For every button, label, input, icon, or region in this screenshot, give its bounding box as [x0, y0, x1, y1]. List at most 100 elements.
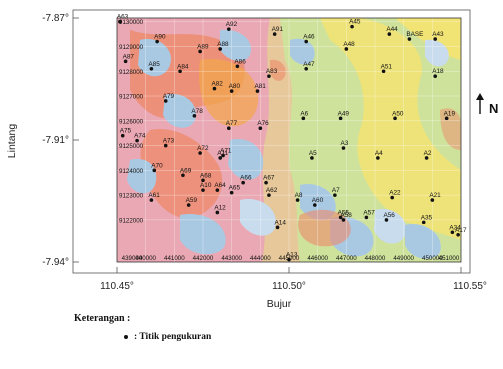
north-label: N	[489, 101, 498, 116]
lat-tick-2: -7.91°	[42, 135, 69, 146]
point-label: A13	[286, 252, 298, 259]
measurement-point	[181, 173, 185, 178]
point-label: A86	[234, 58, 246, 65]
easting-tick-label: 449000	[393, 255, 414, 262]
point-label: A8	[295, 192, 303, 199]
measurement-point	[444, 116, 449, 121]
measurement-point	[198, 151, 202, 155]
measurement-point	[333, 193, 337, 197]
lon-tick-1: 110.45°	[100, 281, 134, 292]
measurement-point	[229, 190, 234, 195]
point-label: A68	[200, 172, 212, 179]
measurement-point	[387, 32, 392, 36]
measurement-point	[456, 232, 460, 237]
point-label: A45	[349, 19, 361, 26]
point-label: A72	[197, 145, 209, 152]
measurement-point	[149, 198, 154, 202]
measurement-point	[218, 156, 222, 160]
measurement-point	[301, 116, 306, 121]
measurement-point	[304, 66, 309, 71]
point-label: A60	[312, 197, 324, 204]
point-label: A69	[180, 167, 192, 174]
point-label: A55	[338, 209, 350, 216]
point-label: A18	[432, 68, 444, 75]
point-label: A19	[444, 110, 456, 117]
map-border	[116, 17, 462, 263]
point-label: A21	[429, 192, 441, 199]
measurement-point	[376, 156, 380, 160]
measurement-point	[364, 215, 369, 220]
point-label: A44	[386, 26, 398, 33]
point-label: A61	[148, 192, 160, 199]
northing-labels: 9130000 9129000 9128000 9127000 9126000 91250…	[119, 19, 144, 224]
northing-tick-label: 9125000	[119, 143, 144, 150]
point-label: A83	[266, 68, 278, 75]
easting-tick-label: 444000	[250, 255, 271, 262]
easting-tick-label: 439000	[122, 255, 143, 262]
point-label: A78	[191, 108, 203, 115]
point-label: A79	[163, 93, 175, 100]
measurement-point	[350, 24, 354, 29]
point-label: A89	[197, 43, 209, 50]
measurement-point	[295, 198, 300, 202]
northing-tick-label: 9128000	[119, 69, 144, 76]
easting-tick-label: 450000	[422, 255, 443, 262]
point-label: A73	[163, 138, 175, 145]
measurement-point	[424, 156, 429, 160]
measurement-point	[450, 230, 455, 235]
measurement-point	[212, 86, 217, 91]
point-label: A47	[303, 61, 315, 68]
measurement-point	[201, 178, 205, 183]
measurement-point	[227, 126, 231, 131]
point-label: A85	[148, 61, 160, 68]
point-label: A10	[200, 182, 212, 189]
measurement-point	[178, 69, 182, 74]
measurement-point	[433, 74, 438, 79]
easting-tick-label: 440000	[135, 255, 156, 262]
point-label: A46	[303, 34, 315, 41]
point-label: A12	[214, 204, 226, 211]
easting-tick-label: 447000	[336, 255, 357, 262]
legend-title: Keterangan :	[74, 313, 131, 324]
measurement-point	[163, 143, 168, 148]
lat-tick-3: -7.94°	[42, 257, 69, 268]
measurement-point	[381, 69, 386, 74]
point-label: A3	[340, 140, 348, 147]
measurement-point	[241, 180, 245, 185]
point-label: A48	[343, 41, 355, 48]
point-label: A6	[300, 110, 308, 117]
northing-tick-label: 9129000	[119, 44, 144, 51]
measurement-point	[421, 220, 426, 225]
measurement-point	[118, 19, 122, 24]
point-label: A81	[254, 83, 266, 90]
measurement-point	[255, 89, 260, 93]
measurement-point	[218, 47, 222, 51]
measurement-point	[338, 116, 343, 121]
point-label: A56	[383, 212, 395, 219]
measurement-point	[341, 146, 346, 150]
point-label: A90	[154, 34, 166, 41]
point-label: A34	[449, 224, 461, 231]
point-label: A65	[229, 185, 241, 192]
measurement-point	[272, 32, 277, 36]
point-label: BASE	[406, 31, 423, 38]
measurement-point	[313, 203, 317, 207]
point-label: A74	[134, 133, 146, 140]
point-label: A62	[266, 187, 278, 194]
point-label: A70	[151, 162, 163, 169]
point-label: A22	[389, 190, 401, 197]
northing-tick-label: 9127000	[119, 94, 144, 101]
point-label: A59	[186, 197, 198, 204]
point-label: A4	[375, 150, 383, 157]
point-label: A50	[392, 110, 404, 117]
measurement-point	[229, 89, 234, 93]
easting-tick-label: 442000	[193, 255, 214, 262]
point-label: A17	[455, 227, 467, 234]
measurement-point	[258, 126, 263, 131]
measurement-point	[221, 153, 225, 158]
measurement-point	[393, 116, 397, 121]
point-label: A67	[263, 175, 275, 182]
point-label: A63	[117, 14, 129, 21]
point-label: A91	[272, 26, 284, 33]
